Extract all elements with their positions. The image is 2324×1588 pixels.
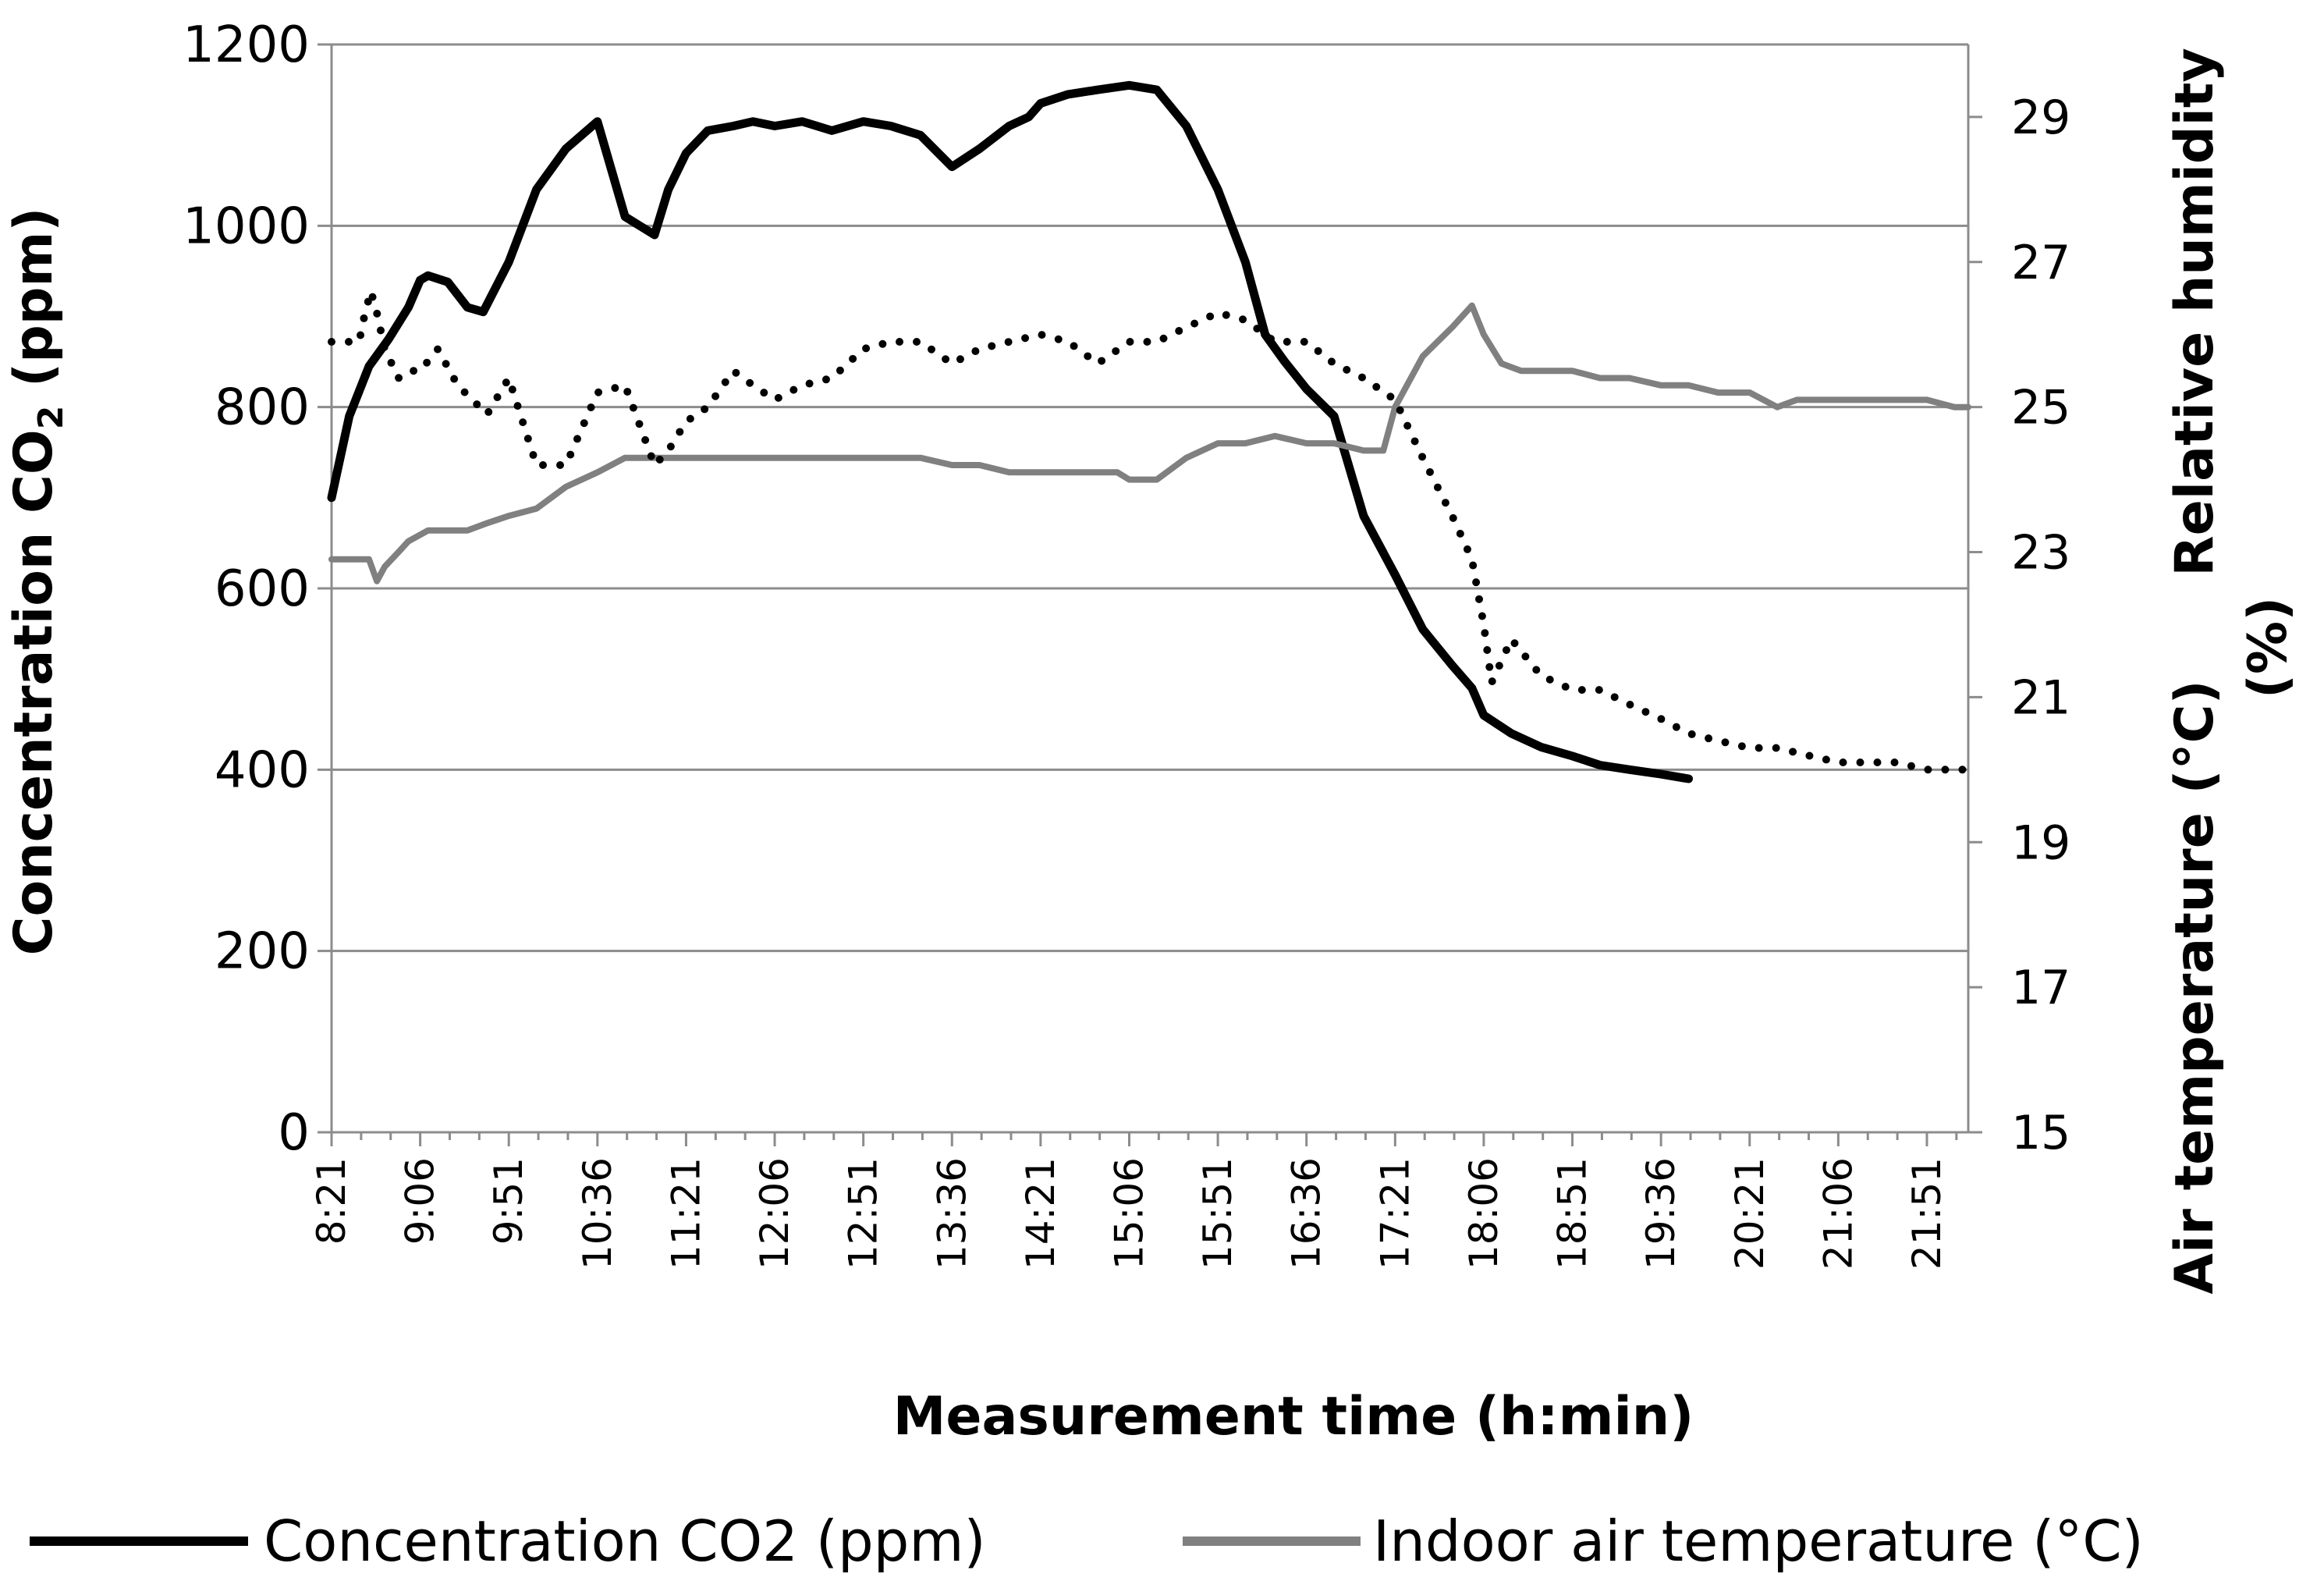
y-right-tick-19: 19	[2011, 815, 2070, 870]
y-left-tick-0: 0	[278, 1104, 310, 1162]
legend: Concentration CO2 (ppm) Indoor air tempe…	[30, 1508, 2144, 1574]
legend-label-temperature: Indoor air temperature (°C)	[1373, 1508, 2144, 1574]
x-tick-10-36: 10:36	[575, 1157, 620, 1270]
y-axis-right-outer-title-line2: (%)	[2237, 597, 2299, 698]
y-left-tick-1200: 1200	[183, 16, 310, 74]
x-tick-9-06: 9:06	[398, 1157, 443, 1245]
y-right-tick-15: 15	[2011, 1106, 2070, 1160]
x-tick-16-36: 16:36	[1284, 1157, 1329, 1270]
gridlines	[332, 43, 1968, 953]
x-tick-14-21: 14:21	[1018, 1157, 1063, 1270]
legend-label-co2: Concentration CO2 (ppm)	[264, 1508, 986, 1574]
series-line-temperature	[328, 302, 1971, 584]
y-axis-left-title: Concentration CO2 (ppm)	[3, 208, 71, 956]
y-right-tick-29: 29	[2011, 91, 2070, 145]
x-tick-20-21: 20:21	[1727, 1157, 1772, 1270]
x-tick-19-36: 19:36	[1638, 1157, 1684, 1270]
y-axis-right-inner-title: Air temperature (°C)	[2164, 680, 2226, 1294]
series-line-humidity	[328, 287, 1972, 774]
x-tick-18-51: 18:51	[1550, 1157, 1595, 1270]
y-left-tick-200: 200	[215, 923, 310, 981]
y-axis-left-title-tail: (ppm)	[3, 208, 65, 406]
y-left-tick-400: 400	[215, 741, 310, 799]
y-right-tick-23: 23	[2011, 526, 2070, 581]
tick-labels: 0 200 400 600 800 1000 1200 15 17 19 21 23 25 27 29 8:2…	[183, 16, 2070, 1270]
x-tick-11-21: 11:21	[663, 1157, 708, 1270]
x-tick-17-21: 17:21	[1372, 1157, 1417, 1270]
x-tick-13-36: 13:36	[929, 1157, 974, 1270]
x-axis-title: Measurement time (h:min)	[893, 1386, 1694, 1448]
y-left-tick-800: 800	[215, 379, 310, 437]
x-tick-9-51: 9:51	[486, 1157, 531, 1245]
y-left-tick-600: 600	[215, 560, 310, 618]
x-tick-12-06: 12:06	[752, 1157, 797, 1270]
y-axis-left-title-subscript: 2	[31, 406, 71, 430]
y-right-tick-25: 25	[2011, 381, 2070, 435]
y-right-tick-27: 27	[2011, 236, 2070, 290]
x-tick-8-21: 8:21	[309, 1157, 354, 1245]
axes	[318, 43, 1982, 1146]
x-tick-15-51: 15:51	[1195, 1157, 1240, 1270]
y-left-tick-1000: 1000	[183, 197, 310, 255]
y-right-tick-21: 21	[2011, 670, 2070, 725]
x-tick-21-51: 21:51	[1904, 1157, 1950, 1270]
x-tick-12-51: 12:51	[841, 1157, 886, 1270]
y-axis-right-outer-title-line1: Relative humidity	[2164, 48, 2226, 576]
y-axis-left-title-main: Concentration CO	[3, 429, 65, 955]
x-tick-18-06: 18:06	[1461, 1157, 1506, 1270]
x-tick-15-06: 15:06	[1106, 1157, 1151, 1270]
series-lines	[327, 80, 1972, 783]
y-right-tick-17: 17	[2011, 961, 2070, 1015]
x-tick-21-06: 21:06	[1815, 1157, 1861, 1270]
series-line-co2	[327, 80, 1693, 783]
